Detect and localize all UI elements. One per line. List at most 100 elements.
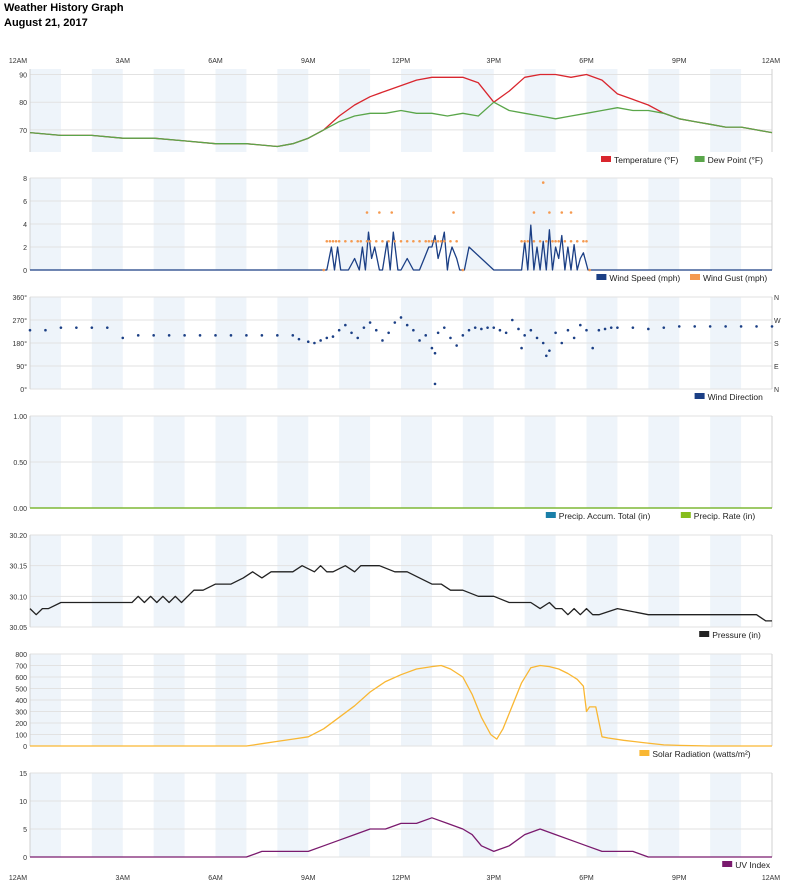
data-point [356,239,360,243]
data-point [523,334,526,337]
y-tick-label: 700 [15,664,27,671]
y-tick-right-label: N [774,295,779,302]
y-tick-label: 1.00 [13,414,27,421]
data-point [739,325,743,328]
hour-band [30,69,61,152]
data-point [662,326,666,329]
data-point [90,326,94,329]
data-point [344,239,347,243]
data-point [59,326,63,329]
hour-band [524,535,556,627]
y-tick-label: 200 [15,721,27,728]
legend-swatch [596,274,607,280]
y-tick-label: 6 [23,199,27,206]
data-point [350,331,353,335]
data-point [545,239,548,243]
legend-swatch [699,631,710,637]
hour-band [339,773,371,857]
data-point [579,323,582,327]
bottom-hour-tick-4: 12PM [392,875,410,882]
data-point [498,328,502,332]
data-point [387,331,390,335]
data-point [424,239,428,243]
hour-band [215,69,247,152]
data-point [724,325,727,328]
data-point [461,268,465,272]
data-point [365,211,369,214]
data-point [449,239,452,243]
data-point [541,341,545,345]
hour-band [91,773,123,857]
y-tick-right-label: S [774,341,779,348]
data-point [545,354,548,358]
hour-band [710,535,742,627]
y-tick-label: 30.05 [9,625,27,632]
data-point [387,239,390,243]
hour-band [586,773,618,857]
data-point [229,334,233,337]
hour-band [215,773,247,857]
data-point [399,316,403,319]
y-tick-label: 600 [15,675,27,682]
hour-band [339,69,371,152]
data-point [374,239,378,243]
data-point [152,334,155,337]
data-point [75,326,78,329]
data-point [560,341,564,345]
y-tick-label: 400 [15,698,27,705]
hour-band [710,773,742,857]
y-tick-label: 80 [19,100,27,107]
data-point [412,239,415,243]
legend-label: Pressure (in) [712,630,761,640]
data-point [344,323,347,327]
y-tick-label: 500 [15,687,27,694]
data-point [433,239,437,243]
legend-swatch [545,512,556,518]
data-point [297,337,301,341]
y-tick-label: 8 [23,176,27,183]
y-tick-label: 90 [19,73,27,80]
data-point [105,326,109,329]
data-point [569,239,573,243]
bottom-hour-tick-5: 3PM [487,875,502,882]
bottom-hour-tick-3: 9AM [301,875,316,882]
data-point [405,323,409,327]
data-point [535,336,539,340]
data-point [319,339,322,342]
top-hour-tick-0: 12AM [9,58,27,65]
data-point [523,239,526,243]
data-point [554,239,557,243]
data-point [356,336,360,340]
hour-band [462,773,494,857]
data-point [427,239,431,243]
y-tick-label: 90° [16,363,27,371]
data-point [337,239,341,243]
data-point [520,346,523,350]
hour-band [462,69,494,152]
data-point [430,346,434,350]
series-line [30,817,772,858]
y-tick-label: 10 [19,799,27,806]
bottom-hour-tick-0: 12AM [9,875,27,882]
y-tick-label: 30.10 [9,594,27,601]
data-point [480,327,483,331]
hour-band [524,773,556,857]
data-point [566,328,570,332]
data-point [591,346,594,350]
hour-band [277,535,309,627]
data-point [121,336,125,340]
data-point [554,331,557,335]
hour-band [153,535,185,627]
data-point [306,340,310,344]
data-point [44,328,47,332]
hour-band [277,69,309,152]
series-line [30,664,772,747]
hour-band [215,535,247,627]
legend-label: Wind Gust (mph) [703,273,767,283]
series-line [29,565,772,622]
top-hour-tick-5: 3PM [487,58,502,65]
legend-swatch [639,750,650,756]
bottom-hour-tick-1: 3AM [116,875,131,882]
hour-band [586,535,618,627]
